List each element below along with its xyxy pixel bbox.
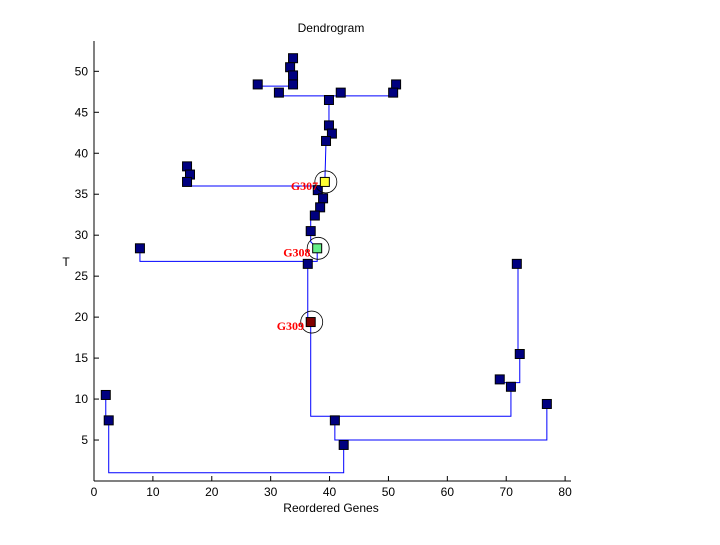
- highlighted-gene-node: [319, 176, 330, 187]
- highlight-circle: [300, 310, 324, 334]
- gene-node: [252, 79, 263, 90]
- gene-node: [273, 87, 284, 98]
- x-tick-label: 60: [441, 485, 455, 499]
- gene-node: [312, 185, 323, 196]
- y-axis-label: T: [62, 255, 70, 269]
- dendrogram-link: [105, 394, 345, 474]
- y-tick-label: 5: [81, 433, 88, 447]
- y-tick-label: 45: [75, 105, 89, 119]
- y-tick-label: 25: [75, 269, 89, 283]
- gene-node: [103, 415, 114, 426]
- gene-node: [182, 176, 193, 187]
- y-tick-label: 50: [75, 64, 89, 78]
- gene-node: [335, 87, 346, 98]
- highlight-circle: [306, 236, 330, 260]
- gene-node: [326, 128, 337, 139]
- dendrogram-link: [310, 95, 330, 249]
- highlighted-gene-node: [312, 243, 323, 254]
- x-tick-label: 80: [558, 485, 572, 499]
- gene-node: [321, 135, 332, 146]
- dendrogram-link: [334, 403, 548, 441]
- gene-node: [288, 70, 299, 81]
- gene-node: [388, 87, 399, 98]
- gene-label: G309: [277, 319, 304, 333]
- gene-node: [100, 389, 111, 400]
- gene-node: [391, 79, 402, 90]
- chart-title: Dendrogram: [298, 21, 365, 35]
- y-tick-label: 10: [75, 392, 89, 406]
- gene-label: G308: [283, 245, 310, 259]
- gene-node: [288, 53, 299, 64]
- y-tick-label: 30: [75, 228, 89, 242]
- dendrogram-link: [310, 322, 512, 417]
- gene-node: [505, 381, 516, 392]
- y-tick-label: 35: [75, 187, 89, 201]
- y-tick-label: 40: [75, 146, 89, 160]
- dendrogram-link: [139, 248, 318, 262]
- gene-node: [541, 398, 552, 409]
- gene-node: [305, 226, 316, 237]
- gene-label: G307: [291, 179, 318, 193]
- gene-node: [318, 193, 329, 204]
- highlight-circle: [314, 170, 338, 194]
- dendrogram-link: [307, 263, 311, 320]
- x-tick-label: 40: [323, 485, 337, 499]
- gene-node: [288, 79, 299, 90]
- gene-node: [323, 94, 334, 105]
- gene-node: [309, 210, 320, 221]
- x-axis-label: Reordered Genes: [283, 501, 378, 515]
- gene-node: [302, 258, 313, 269]
- gene-node: [338, 439, 349, 450]
- highlighted-gene-node: [305, 317, 316, 328]
- gene-node: [323, 120, 334, 131]
- gene-node: [511, 258, 522, 269]
- x-tick-label: 20: [205, 485, 219, 499]
- dendrogram-link: [499, 263, 521, 384]
- gene-node: [285, 62, 296, 73]
- x-tick-label: 10: [146, 485, 160, 499]
- x-tick-label: 70: [500, 485, 514, 499]
- gene-node: [315, 202, 326, 213]
- x-tick-label: 50: [382, 485, 396, 499]
- gene-node: [329, 415, 340, 426]
- y-tick-label: 20: [75, 310, 89, 324]
- gene-node: [494, 374, 505, 385]
- x-tick-label: 0: [91, 485, 98, 499]
- gene-node: [182, 161, 193, 172]
- y-tick-label: 15: [75, 351, 89, 365]
- x-tick-label: 30: [264, 485, 278, 499]
- gene-node: [134, 243, 145, 254]
- gene-node: [514, 348, 525, 359]
